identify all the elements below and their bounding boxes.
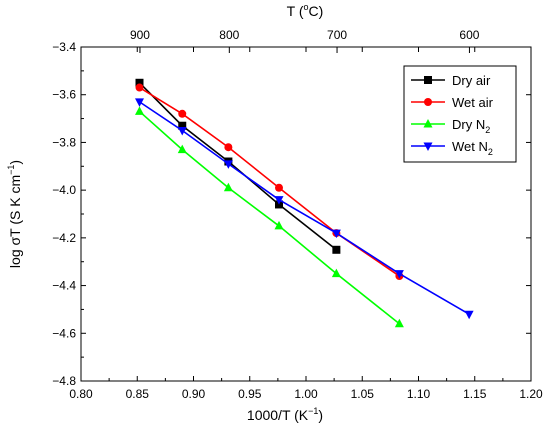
series-2 <box>135 106 404 328</box>
top-axis-title: T (oC) <box>287 2 324 19</box>
legend: Dry air Wet air Dry N2 Wet N2 <box>403 65 517 163</box>
legend-item: Dry N2 <box>411 117 490 135</box>
y-tick-label: −4.2 <box>52 231 76 245</box>
data-point <box>224 143 233 152</box>
x-tick-label: 0.90 <box>182 387 206 401</box>
legend-item: Dry air <box>411 73 491 88</box>
y-axis: −3.4 −3.6 −3.8 −4.0 −4.2 −4.4 −4.6 −4.8 <box>52 40 531 388</box>
data-point <box>178 109 187 118</box>
series-line <box>138 110 400 325</box>
x-tick-label: 0.80 <box>69 387 93 401</box>
x-tick-label: 1.05 <box>351 387 375 401</box>
data-point <box>332 245 341 254</box>
top-tick-label: 800 <box>219 28 239 42</box>
x-tick-label: 1.20 <box>519 387 543 401</box>
data-point <box>424 98 432 106</box>
x-tick-label: 1.15 <box>463 387 487 401</box>
y-tick-label: −4.0 <box>52 183 76 197</box>
data-point <box>394 270 404 279</box>
data-point <box>423 142 433 151</box>
data-point <box>177 144 187 154</box>
y-tick-label: −4.6 <box>52 326 76 340</box>
legend-label: Dry air <box>452 73 491 88</box>
legend-label: Dry N2 <box>452 117 490 135</box>
series-layer <box>135 78 474 328</box>
data-point <box>135 78 144 87</box>
x-tick-label: 1.00 <box>294 387 318 401</box>
data-point <box>331 229 341 239</box>
legend-items: Dry air Wet air Dry N2 Wet N2 <box>411 73 494 157</box>
data-point <box>135 98 144 107</box>
data-point <box>331 268 341 278</box>
data-point <box>223 160 233 169</box>
data-point <box>223 182 233 192</box>
x-tick-label: 0.95 <box>238 387 262 401</box>
y-tick-label: −4.8 <box>52 374 76 388</box>
legend-label: Wet N2 <box>452 139 493 157</box>
top-tick-label: 700 <box>327 28 347 42</box>
series-0 <box>135 78 341 254</box>
x-axis-title: 1000/T (K−1) <box>247 406 323 423</box>
data-point <box>464 310 474 320</box>
data-point <box>423 119 433 128</box>
legend-item: Wet N2 <box>411 139 493 157</box>
y-axis-title: log σT (S K cm−1) <box>6 160 23 268</box>
legend-item: Wet air <box>411 95 494 110</box>
legend-label: Wet air <box>452 95 494 110</box>
data-point <box>274 196 284 205</box>
data-point <box>275 183 283 192</box>
y-tick-label: −3.4 <box>52 40 76 54</box>
series-line <box>138 82 337 251</box>
top-tick-label: 900 <box>130 28 150 42</box>
data-point <box>178 121 187 130</box>
top-tick-label: 600 <box>459 28 479 42</box>
y-tick-label: −4.4 <box>52 279 76 293</box>
data-point <box>274 220 284 230</box>
x-tick-label: 1.10 <box>407 387 431 401</box>
series-3 <box>135 98 474 320</box>
x-tick-label: 0.85 <box>126 387 150 401</box>
data-point <box>424 76 432 84</box>
data-point <box>394 318 404 328</box>
top-axis: 900 800 700 600 <box>130 28 480 53</box>
data-point <box>135 83 144 92</box>
x-axis: 0.80 0.85 0.90 0.95 1.00 1.05 1.10 1.15 1.20 <box>69 47 543 401</box>
y-tick-label: −3.6 <box>52 88 76 102</box>
data-point <box>135 106 144 115</box>
data-point <box>177 127 187 136</box>
y-tick-label: −3.8 <box>52 135 76 149</box>
